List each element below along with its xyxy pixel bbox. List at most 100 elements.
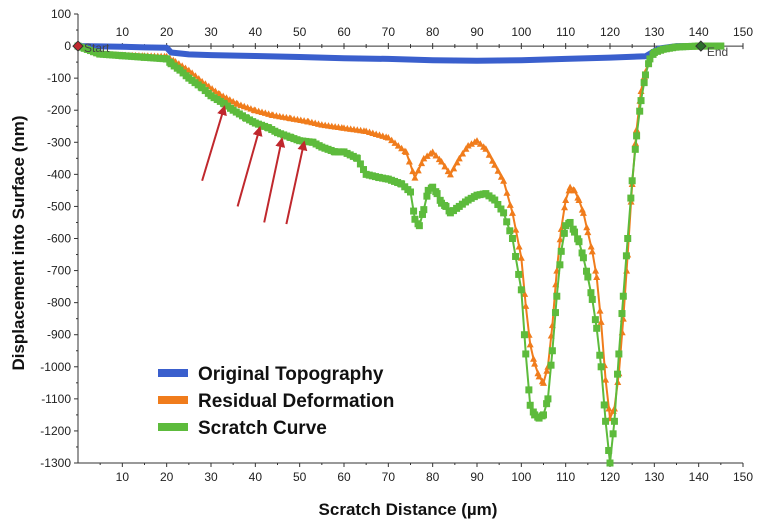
x-tick-label-bottom: 120 [600,470,620,484]
data-point [459,150,467,157]
data-point [636,107,644,115]
annotation-arrow [236,125,263,207]
legend-swatch [158,423,188,431]
data-point [500,177,508,184]
y-tick-label: -1000 [40,360,71,374]
data-point [561,203,569,211]
data-point [547,361,555,369]
data-point [508,235,516,242]
annotation-arrow [285,140,308,225]
data-point [512,252,520,260]
data-point [503,189,511,196]
data-point [717,42,725,50]
data-point [497,173,505,180]
data-point [551,309,559,317]
x-tick-label-bottom: 40 [249,470,263,484]
data-point [418,159,426,167]
data-point [641,71,649,79]
data-point [388,136,396,144]
data-point [548,347,556,355]
data-point [535,372,543,380]
data-point [402,148,410,155]
data-point [571,228,579,236]
data-point [489,157,497,164]
y-tick-label: -500 [47,199,71,213]
data-point [442,202,450,210]
data-point [600,401,608,409]
x-tick-label-top: 10 [116,25,130,39]
series-layer: Start End [72,40,728,467]
legend-label: Residual Deformation [198,391,394,412]
x-tick-label-bottom: 80 [426,470,440,484]
data-point [627,194,635,202]
data-point [579,254,587,262]
data-point [515,243,523,250]
data-point [593,273,601,280]
data-point [587,243,595,250]
data-point [575,238,583,246]
data-point [356,160,364,168]
x-tick-label-bottom: 60 [337,470,351,484]
x-tick-label-top: 150 [733,25,753,39]
data-point [566,183,574,191]
x-tick-label-top: 80 [426,25,440,39]
data-point [575,196,583,204]
data-point [596,307,604,314]
data-point [645,60,653,68]
data-point [506,227,514,235]
data-point [566,218,574,226]
data-point [587,289,595,297]
x-tick-label-top: 20 [160,25,174,39]
data-point [579,209,587,216]
x-tick-label-bottom: 100 [511,470,531,484]
x-tick-label-top: 60 [337,25,351,39]
data-point [360,166,368,174]
data-point [453,158,461,166]
data-point [605,446,613,454]
x-tick-label-bottom: 150 [733,470,753,484]
data-point [506,201,514,208]
data-point [522,350,530,358]
y-tick-label: -700 [47,264,71,278]
data-point [517,286,525,294]
y-tick-label: -1100 [41,392,71,406]
data-point [605,404,613,412]
data-point [553,292,561,300]
data-point [491,196,499,204]
x-tick-label-top: 140 [689,25,709,39]
data-point [464,141,472,149]
data-point [531,360,539,367]
data-point [411,215,419,223]
data-point [602,417,610,425]
x-tick-label-bottom: 90 [470,470,484,484]
data-point [614,370,622,378]
data-point [473,137,481,144]
data-point [441,162,449,170]
data-point [628,177,636,185]
legend: Original Topography Residual Deformation S… [158,364,394,439]
data-point [578,249,586,257]
annotation-arrow [263,137,286,223]
data-point [615,350,623,358]
x-tick-label-top: 30 [204,25,218,39]
start-label: Start [84,41,110,55]
data-point [415,222,423,230]
data-point [418,210,426,218]
x-tick-label-bottom: 30 [204,470,218,484]
legend-label: Scratch Curve [198,418,327,439]
data-point [631,145,639,153]
x-tick-label-bottom: 20 [160,470,174,484]
data-point [503,218,511,226]
series-scratch-curve [74,42,725,467]
data-point [622,252,630,260]
data-point [606,459,614,467]
annotation-arrow [201,105,227,182]
data-point [423,192,431,200]
data-point [398,144,406,152]
data-point [640,79,648,87]
data-point [588,295,596,303]
x-tick-label-top: 100 [511,25,531,39]
data-point [423,152,431,159]
series-original-topography [77,43,721,64]
